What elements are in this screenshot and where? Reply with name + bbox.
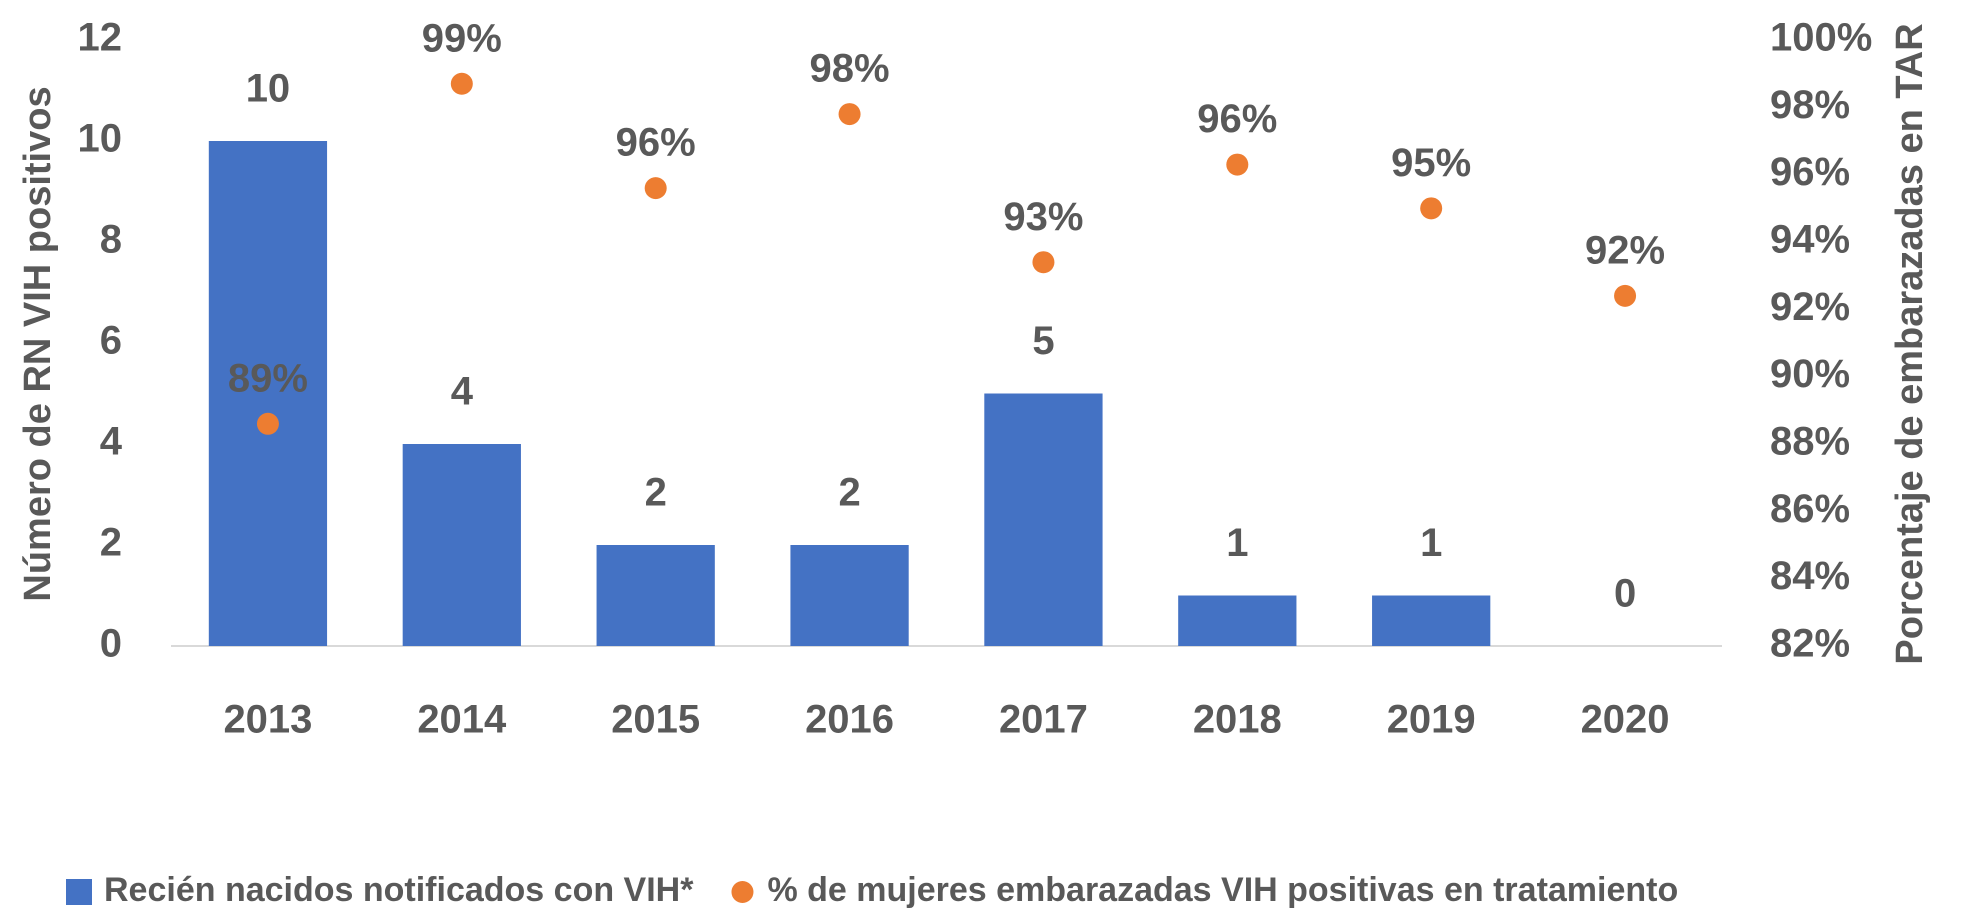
data-label: 1 — [1420, 521, 1442, 565]
data-label: 1 — [1226, 521, 1248, 565]
data-label: 0 — [1614, 572, 1636, 616]
y-tick-label: 10 — [78, 117, 123, 161]
y2-tick-label: 92% — [1770, 285, 1850, 329]
x-tick-label: 2020 — [1581, 698, 1670, 742]
data-label: 4 — [451, 370, 474, 414]
x-tick-label: 2016 — [805, 698, 894, 742]
y2-tick-label: 84% — [1770, 554, 1850, 598]
data-label: 2 — [645, 471, 667, 515]
data-label: 95% — [1391, 141, 1471, 185]
dot — [1226, 153, 1249, 176]
legend-swatch — [731, 881, 754, 903]
x-tick-label: 2017 — [999, 698, 1088, 742]
dot — [450, 72, 473, 95]
bar — [208, 141, 328, 646]
dot — [1614, 284, 1637, 307]
x-tick-label: 2013 — [223, 698, 312, 742]
data-label: 89% — [228, 356, 308, 400]
y2-tick-label: 86% — [1770, 487, 1850, 531]
y2-tick-label: 96% — [1770, 150, 1850, 194]
y2-tick-label: 98% — [1770, 83, 1850, 127]
bar — [984, 393, 1103, 646]
dot — [256, 412, 279, 435]
data-label: 5 — [1032, 319, 1054, 363]
y2-tick-label: 90% — [1770, 352, 1850, 396]
data-label: 92% — [1585, 228, 1665, 272]
dot — [1420, 197, 1443, 220]
y-tick-label: 8 — [100, 218, 122, 262]
dot — [644, 177, 667, 200]
y-tick-label: 6 — [100, 319, 122, 363]
y-tick-label: 2 — [100, 521, 122, 565]
bar — [402, 444, 521, 646]
y2-axis-title: Porcentaje de embarazadas en TAR — [1889, 23, 1931, 664]
bar — [1178, 595, 1297, 646]
dot — [838, 103, 861, 126]
data-label: 98% — [810, 47, 890, 91]
legend-swatch — [66, 879, 92, 905]
y-tick-label: 0 — [100, 622, 122, 666]
legend-label: % de mujeres embarazadas VIH positivas e… — [767, 871, 1678, 909]
x-tick-label: 2018 — [1193, 698, 1282, 742]
data-label: 10 — [246, 67, 291, 111]
y2-tick-label: 94% — [1770, 218, 1850, 262]
x-tick-label: 2019 — [1387, 698, 1476, 742]
dot — [1032, 251, 1055, 274]
data-label: 93% — [1003, 195, 1083, 239]
x-tick-label: 2014 — [417, 698, 507, 742]
bar — [790, 545, 909, 646]
y2-tick-label: 88% — [1770, 420, 1850, 464]
data-label: 99% — [422, 16, 502, 60]
data-label: 96% — [616, 121, 696, 165]
data-label: 96% — [1197, 97, 1277, 141]
data-label: 2 — [838, 471, 860, 515]
x-tick-label: 2015 — [611, 698, 700, 742]
y-tick-label: 12 — [78, 16, 123, 60]
y2-tick-label: 82% — [1770, 622, 1850, 666]
y-axis-title: Número de RN VIH positivos — [17, 86, 59, 601]
legend-label: Recién nacidos notificados con VIH* — [104, 871, 694, 909]
y2-tick-label: 100% — [1770, 16, 1872, 60]
y-tick-label: 4 — [100, 420, 123, 464]
bar — [596, 545, 715, 646]
bar — [1372, 595, 1491, 646]
